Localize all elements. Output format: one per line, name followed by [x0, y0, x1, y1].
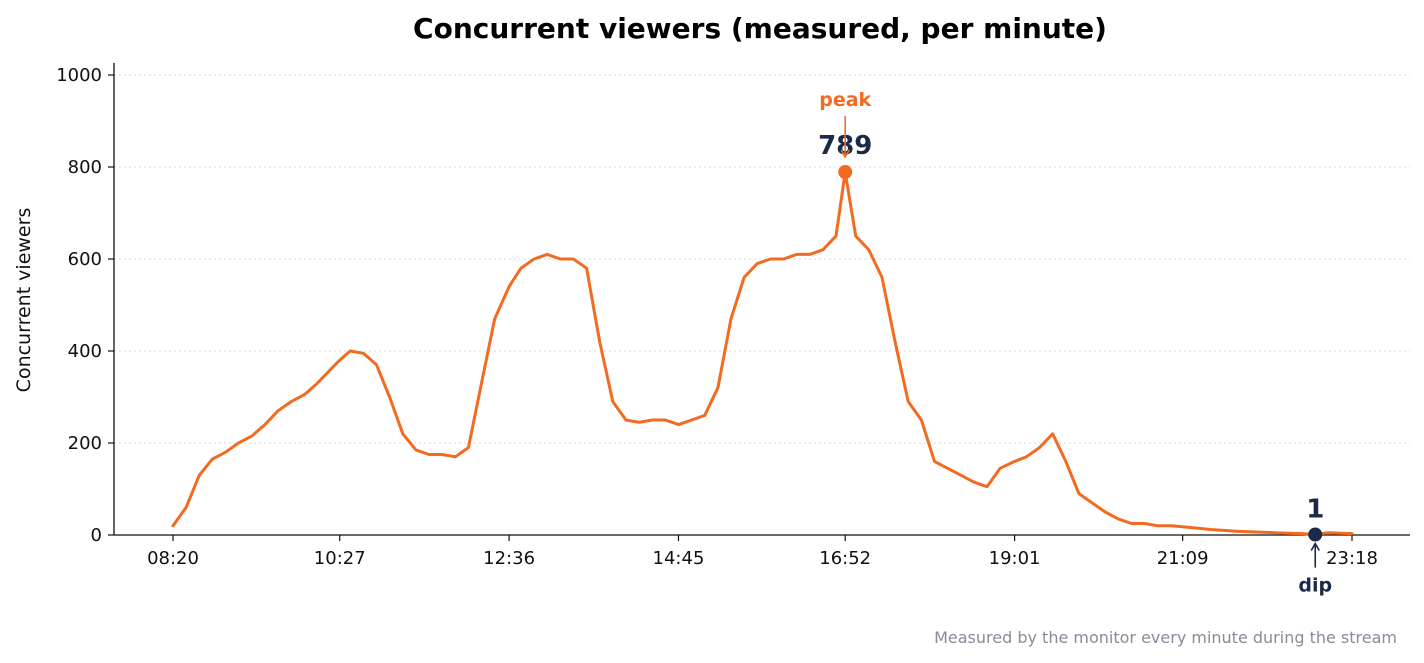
series-line-0 — [171, 170, 1354, 536]
y-tick-label: 0 — [91, 525, 102, 546]
series-group — [171, 170, 1354, 536]
axes — [113, 63, 1410, 536]
x-tick-label: 10:27 — [314, 548, 366, 569]
x-tick-label: 14:45 — [653, 548, 705, 569]
x-tick-label: 12:36 — [483, 548, 535, 569]
x-tick-label: 08:20 — [147, 548, 199, 569]
grid-lines — [114, 74, 1410, 444]
y-tick-label: 600 — [68, 249, 102, 270]
x-tick-label: 21:09 — [1157, 548, 1209, 569]
dip-arrow-head — [1310, 541, 1320, 551]
x-tick-label: 23:18 — [1326, 548, 1378, 569]
x-tick-label: 19:01 — [989, 548, 1041, 569]
chart-caption: Measured by the monitor every minute dur… — [934, 628, 1397, 647]
y-axis-label: Concurrent viewers — [13, 208, 35, 393]
y-tick-label: 200 — [68, 433, 102, 454]
dip-value-label: 1 — [1306, 495, 1324, 525]
peak-label: peak — [819, 89, 871, 111]
y-tick-label: 400 — [68, 341, 102, 362]
y-tick-label: 800 — [68, 157, 102, 178]
peak-marker — [838, 165, 853, 180]
x-tick-label: 16:52 — [819, 548, 871, 569]
dip-marker — [1308, 527, 1323, 542]
y-ticks: 0 200 400 600 800 1000 — [56, 65, 114, 546]
peak-arrow-head — [840, 149, 850, 159]
y-tick-label: 1000 — [56, 65, 102, 86]
chart-title: Concurrent viewers (measured, per minute… — [413, 12, 1107, 45]
dip-label: dip — [1298, 575, 1332, 597]
x-ticks: 08:20 10:27 12:36 14:45 16:52 19:01 21:09 23:18 — [147, 535, 1378, 569]
